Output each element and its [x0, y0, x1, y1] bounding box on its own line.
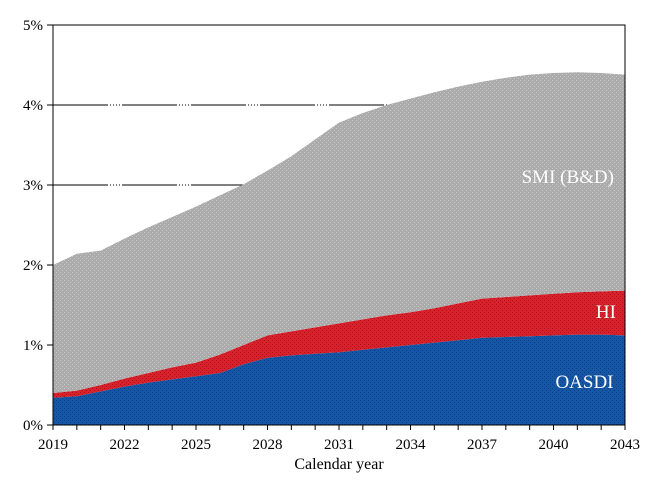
y-tick-label-4pct: 4%	[23, 98, 43, 114]
series-label-hi: HI	[596, 302, 616, 323]
x-axis-title: Calendar year	[294, 456, 384, 473]
y-tick-label-3pct: 3%	[23, 178, 43, 194]
area-hi	[53, 290, 625, 398]
x-tick-label-2034: 2034	[396, 437, 427, 453]
x-tick-label-2019: 2019	[38, 437, 68, 453]
series-label-oasdi: OASDI	[555, 372, 613, 393]
x-tick-label-2043: 2043	[610, 437, 640, 453]
area-smi-b-d	[53, 72, 625, 393]
y-tick-label-1pct: 1%	[23, 338, 43, 354]
y-tick-label-2pct: 2%	[23, 258, 43, 274]
x-tick-label-2031: 2031	[324, 437, 354, 453]
x-tick-label-2040: 2040	[539, 437, 569, 453]
x-tick-label-2028: 2028	[253, 437, 283, 453]
x-tick-label-2022: 2022	[110, 437, 140, 453]
y-tick-label-5pct: 5%	[23, 18, 43, 34]
y-tick-label-0pct: 0%	[23, 418, 43, 434]
area-oasdi	[53, 334, 625, 425]
x-tick-label-2025: 2025	[181, 437, 211, 453]
x-tick-label-2037: 2037	[467, 437, 498, 453]
series-label-smi-b-d: SMI (B&D)	[522, 167, 614, 188]
